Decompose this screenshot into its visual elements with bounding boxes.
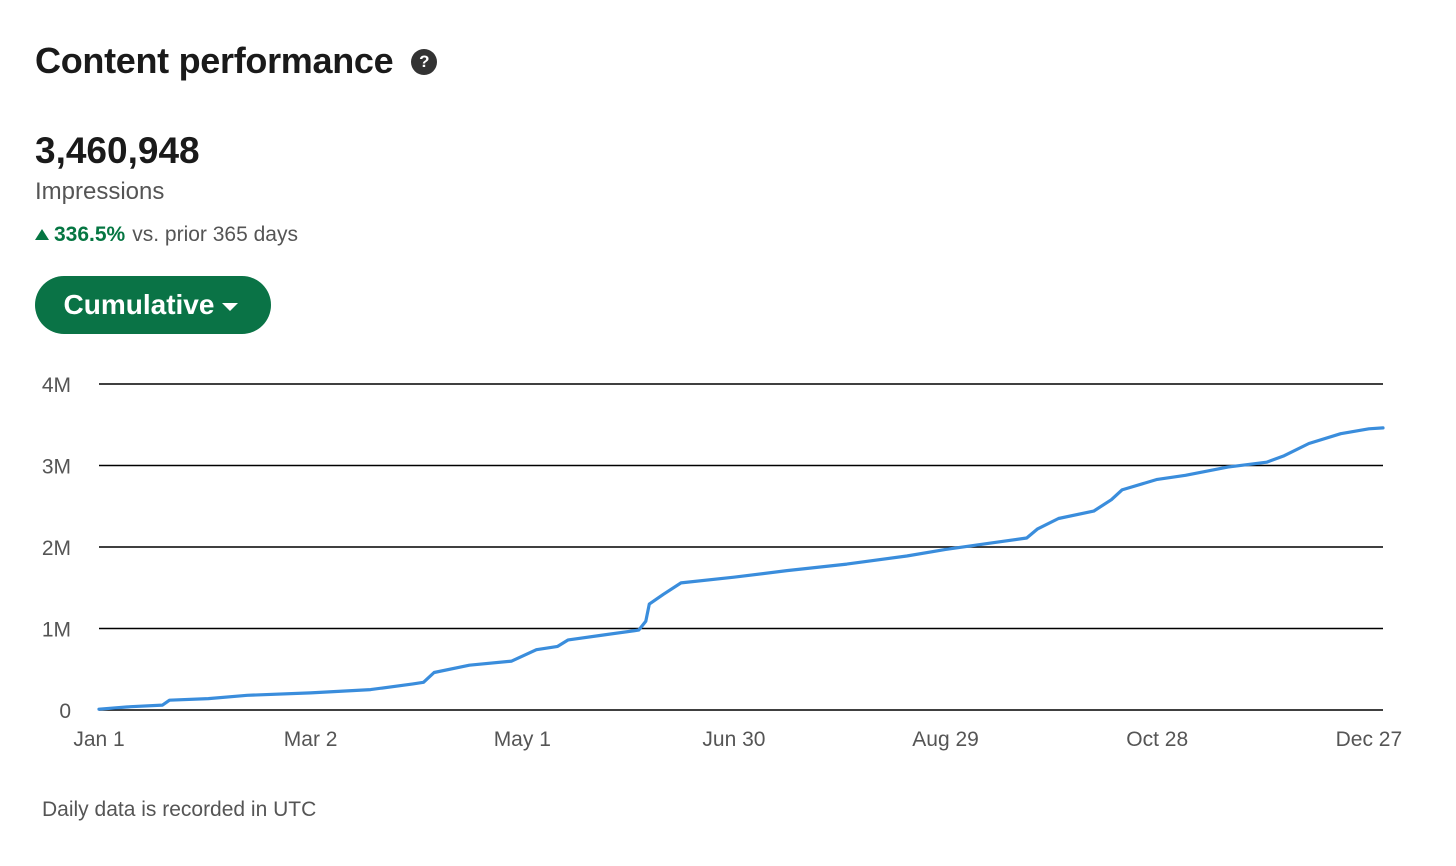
page-title: Content performance (35, 40, 394, 81)
x-tick-label: Jan 1 (73, 728, 124, 751)
series-line-impressions[interactable] (97, 426, 1385, 711)
utc-footnote: Daily data is recorded in UTC (42, 798, 317, 821)
impressions-label: Impressions (35, 178, 165, 205)
y-tick-label: 2M (42, 537, 71, 560)
y-tick-label: 0 (59, 700, 71, 723)
caret-down-icon (222, 302, 239, 311)
impressions-line-chart: 0 1M 2M 3M 4M Jan 1 Mar 2 May 1 Jun 30 Aug 29 Oct… (42, 374, 1402, 751)
chart-y-ticks: 0 1M 2M 3M 4M (42, 374, 71, 723)
x-tick-label: Dec 27 (1336, 728, 1403, 751)
x-tick-label: May 1 (494, 728, 551, 751)
triangle-up-icon (35, 228, 49, 240)
x-tick-label: Oct 28 (1126, 728, 1188, 751)
impressions-value: 3,460,948 (35, 130, 200, 171)
chart-series (97, 426, 1385, 711)
chart-gridlines (99, 383, 1383, 711)
delta-text: vs. prior 365 days (132, 223, 298, 246)
x-tick-label: Aug 29 (912, 728, 979, 751)
delta-value: 336.5% (54, 223, 126, 246)
question-circle-icon[interactable]: ? (411, 49, 438, 75)
delta-row: 336.5% vs. prior 365 days (35, 223, 298, 247)
mode-button-label: Cumulative (63, 289, 215, 320)
y-tick-label: 1M (42, 619, 71, 642)
x-tick-label: Mar 2 (284, 728, 338, 751)
y-tick-label: 4M (42, 374, 71, 397)
chart-header: Content performance ? (35, 40, 438, 82)
cumulative-dropdown-button[interactable]: Cumulative (35, 276, 271, 334)
x-tick-label: Jun 30 (702, 728, 765, 751)
y-tick-label: 3M (42, 456, 71, 479)
chart-x-ticks: Jan 1 Mar 2 May 1 Jun 30 Aug 29 Oct 28 Dec 27 (73, 728, 1402, 751)
